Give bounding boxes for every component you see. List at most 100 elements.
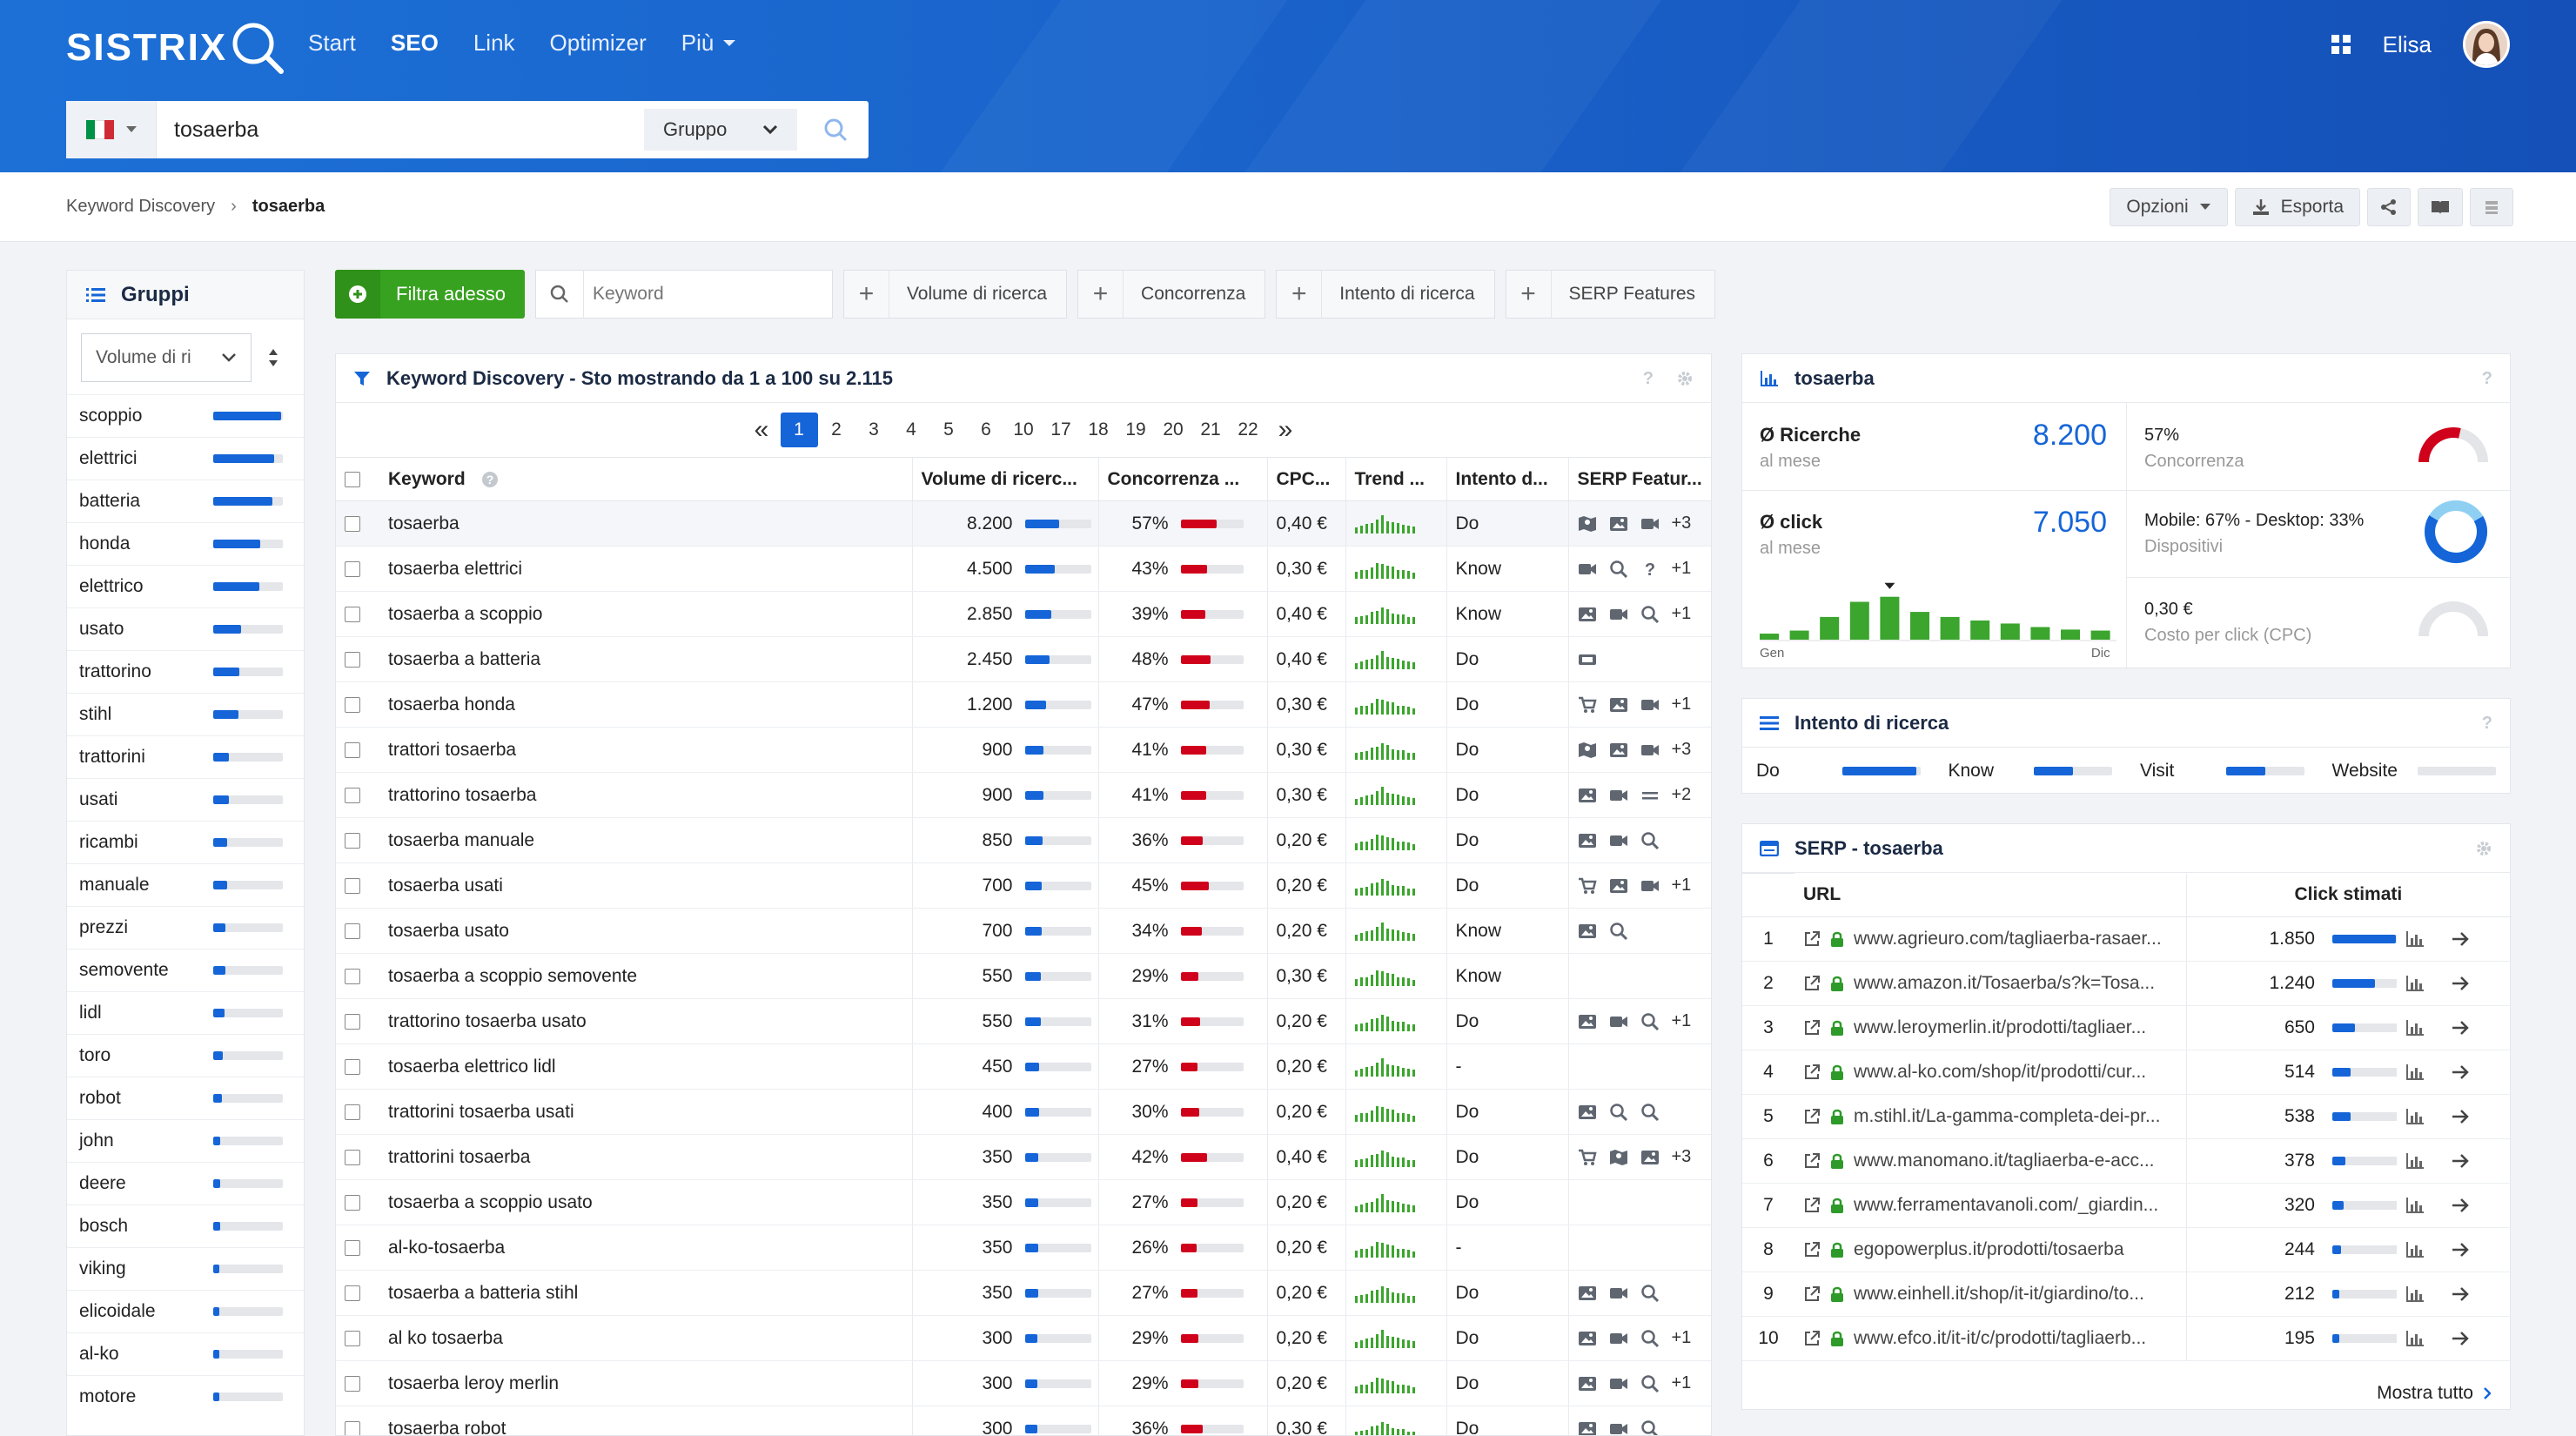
apply-filter-button[interactable]: Filtra adesso	[335, 270, 525, 319]
row-checkbox[interactable]	[345, 1013, 360, 1030]
row-checkbox[interactable]	[345, 651, 360, 668]
col-competition[interactable]: Concorrenza ...	[1097, 457, 1267, 501]
serp-features[interactable]: +3	[1578, 513, 1705, 533]
row-checkbox[interactable]	[345, 1104, 360, 1120]
group-item[interactable]: usati	[67, 778, 304, 821]
arrow-right-icon[interactable]	[2451, 1331, 2470, 1346]
search-button[interactable]	[802, 101, 869, 158]
col-cpc[interactable]: CPC...	[1266, 457, 1345, 501]
keyword-cell[interactable]: tosaerba a scoppio usato	[379, 1179, 912, 1225]
group-item[interactable]: trattorino	[67, 650, 304, 693]
keyword-cell[interactable]: tosaerba a scoppio	[379, 591, 912, 637]
show-all-link[interactable]: Mostra tutto	[2377, 1383, 2491, 1404]
group-item[interactable]: trattorini	[67, 735, 304, 778]
group-item[interactable]: batteria	[67, 480, 304, 522]
serp-row[interactable]: 7 www.ferramentavanoli.com/_giardin... 320	[1742, 1183, 2512, 1228]
history-chart-icon[interactable]	[2405, 1109, 2425, 1124]
keyword-row[interactable]: trattorino tosaerba usato 550 31% 0,20 € Do +…	[336, 998, 1711, 1044]
serp-features[interactable]	[1578, 1284, 1705, 1303]
keyword-row[interactable]: trattorino tosaerba 900 41% 0,30 € Do +2	[336, 772, 1711, 818]
row-checkbox[interactable]	[345, 923, 360, 939]
serp-features[interactable]: +1	[1578, 695, 1705, 715]
serp-features[interactable]	[1578, 831, 1705, 850]
select-all-checkbox[interactable]	[345, 471, 360, 487]
col-trend[interactable]: Trend ...	[1345, 457, 1446, 501]
last-page-icon[interactable]: »	[1278, 415, 1293, 444]
serp-features[interactable]: +1	[1578, 1011, 1705, 1031]
group-item[interactable]: deere	[67, 1162, 304, 1204]
col-keyword[interactable]: Keyword ?	[379, 457, 912, 501]
serp-features[interactable]: +3	[1578, 740, 1705, 760]
group-item[interactable]: robot	[67, 1077, 304, 1119]
row-checkbox[interactable]	[345, 515, 360, 532]
keyword-row[interactable]: tosaerba elettrico lidl 450 27% 0,20 € -	[336, 1043, 1711, 1090]
keyword-row[interactable]: tosaerba a batteria 2.450 48% 0,40 € Do	[336, 636, 1711, 682]
history-chart-icon[interactable]	[2405, 931, 2425, 947]
serp-row[interactable]: 5 m.stihl.it/La-gamma-completa-dei-pr... 5…	[1742, 1094, 2512, 1139]
arrow-right-icon[interactable]	[2451, 931, 2470, 947]
serp-url-cell[interactable]: m.stihl.it/La-gamma-completa-dei-pr...	[1794, 1094, 2186, 1139]
keyword-row[interactable]: tosaerba robot 300 36% 0,30 € Do	[336, 1406, 1711, 1435]
keyword-row[interactable]: tosaerba leroy merlin 300 29% 0,20 € Do +1	[336, 1360, 1711, 1406]
row-checkbox[interactable]	[345, 877, 360, 894]
keyword-row[interactable]: al ko tosaerba 300 29% 0,20 € Do +1	[336, 1315, 1711, 1361]
keyword-cell[interactable]: al-ko-tosaerba	[379, 1225, 912, 1271]
serp-features[interactable]: ? +1	[1578, 559, 1705, 579]
row-checkbox[interactable]	[345, 832, 360, 849]
keyword-cell[interactable]: trattorino tosaerba usato	[379, 998, 912, 1044]
search-input[interactable]	[157, 117, 644, 143]
page-5-link[interactable]: 5	[943, 419, 954, 440]
serp-features[interactable]	[1578, 1419, 1705, 1435]
col-volume[interactable]: Volume di ricerc...	[911, 457, 1098, 501]
nav-start[interactable]: Start	[308, 30, 356, 56]
row-checkbox[interactable]	[345, 741, 360, 758]
groups-sort-select[interactable]: Volume di ri	[81, 333, 252, 382]
group-item[interactable]: motore	[67, 1375, 304, 1418]
serp-features[interactable]: +1	[1578, 1373, 1705, 1393]
nav-more[interactable]: Più	[681, 30, 737, 57]
page-4-link[interactable]: 4	[906, 419, 916, 440]
row-checkbox[interactable]	[345, 696, 360, 713]
keyword-cell[interactable]: trattorino tosaerba	[379, 772, 912, 818]
row-checkbox[interactable]	[345, 1420, 360, 1435]
keyword-cell[interactable]: tosaerba	[379, 500, 912, 547]
keyword-cell[interactable]: al ko tosaerba	[379, 1315, 912, 1361]
external-link-icon[interactable]	[1803, 1197, 1821, 1214]
arrow-right-icon[interactable]	[2451, 1064, 2470, 1080]
row-checkbox[interactable]	[345, 1375, 360, 1392]
keyword-row[interactable]: tosaerba usato 700 34% 0,20 € Know	[336, 908, 1711, 954]
sort-order-icon[interactable]	[267, 347, 279, 368]
extra-tool-button[interactable]	[2470, 188, 2513, 226]
serp-features[interactable]: +1	[1578, 604, 1705, 624]
help-icon[interactable]: ?	[2481, 713, 2492, 733]
serp-row[interactable]: 10 www.efco.it/it-it/c/prodotti/tagliaerb…	[1742, 1316, 2512, 1361]
gear-icon[interactable]	[2475, 840, 2492, 857]
external-link-icon[interactable]	[1803, 1285, 1821, 1303]
external-link-icon[interactable]	[1803, 1019, 1821, 1037]
row-checkbox[interactable]	[345, 968, 360, 984]
page-22-link[interactable]: 22	[1238, 419, 1258, 440]
serp-url-cell[interactable]: www.leroymerlin.it/prodotti/tagliaer...	[1794, 1005, 2186, 1050]
col-serp[interactable]: SERP Featur...	[1567, 457, 1711, 501]
external-link-icon[interactable]	[1803, 930, 1821, 948]
row-checkbox[interactable]	[345, 560, 360, 577]
group-item[interactable]: usato	[67, 607, 304, 650]
search-mode-select[interactable]: Gruppo	[644, 109, 797, 151]
serp-col-url[interactable]: URL	[1794, 873, 2186, 917]
serp-features[interactable]: +3	[1578, 1147, 1705, 1167]
keyword-filter-input[interactable]	[582, 270, 809, 319]
history-chart-icon[interactable]	[2405, 976, 2425, 991]
external-link-icon[interactable]	[1803, 1064, 1821, 1081]
history-chart-icon[interactable]	[2405, 1286, 2425, 1302]
history-chart-icon[interactable]	[2405, 1064, 2425, 1080]
arrow-right-icon[interactable]	[2451, 1109, 2470, 1124]
filter-competition-button[interactable]: + Concorrenza	[1077, 270, 1266, 319]
row-checkbox[interactable]	[345, 1058, 360, 1075]
group-item[interactable]: scoppio	[67, 394, 304, 437]
arrow-right-icon[interactable]	[2451, 1153, 2470, 1169]
keyword-cell[interactable]: tosaerba leroy merlin	[379, 1360, 912, 1406]
filter-volume-button[interactable]: + Volume di ricerca	[842, 270, 1068, 319]
keyword-cell[interactable]: trattorini tosaerba usati	[379, 1089, 912, 1135]
help-icon[interactable]: ?	[2481, 368, 2492, 388]
group-item[interactable]: elettrici	[67, 437, 304, 480]
